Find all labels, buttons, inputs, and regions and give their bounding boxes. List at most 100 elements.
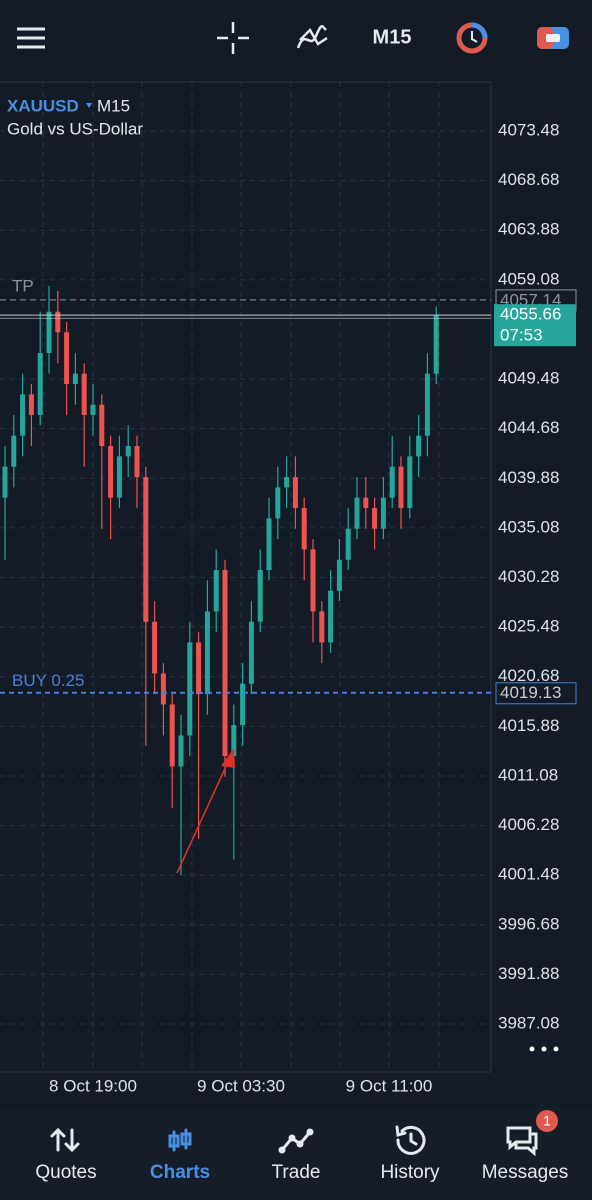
candle-body [231,725,237,757]
tab-label: Trade [272,1162,321,1183]
badge [536,1110,558,1132]
symbol-description: Gold vs US-Dollar [7,119,143,138]
candle-body [2,466,8,498]
tab-icon [280,1130,312,1152]
candle-body [336,559,342,591]
candle-body [37,353,43,416]
candle-body [345,528,351,560]
y-tick-label: 4044.68 [498,418,559,437]
tab-icon [168,1128,192,1152]
candle-body [275,487,281,519]
candle-body [72,373,78,385]
tab-icon [395,1125,426,1155]
y-tick-label: 4006.28 [498,815,559,834]
candle-body [11,435,17,467]
x-tick-label: 8 Oct 19:00 [49,1076,137,1095]
tab[interactable]: Trade [272,1128,321,1184]
y-tick-label: 4039.88 [498,468,559,487]
crosshair-button[interactable] [217,22,249,54]
candle-body [240,683,246,726]
tab-label: History [380,1162,440,1183]
candle-body [248,621,254,684]
y-tick-label: 3991.88 [498,964,559,983]
candle-body [354,497,360,529]
tab-icon [50,1127,80,1153]
y-tick-label: 4015.88 [498,716,559,735]
tab-label: Messages [482,1162,569,1183]
tab-icon-dot [288,1134,296,1142]
top-bar: M15 [17,22,569,54]
candle-body [319,611,325,643]
candle-body [424,373,430,436]
buy-label[interactable]: BUY 0.25 [12,671,84,690]
more-button[interactable] [529,1046,559,1052]
buy-price: 4019.13 [500,683,561,702]
candle-body [301,508,307,550]
tab-icon [506,1126,538,1157]
x-tick-label: 9 Oct 11:00 [346,1076,433,1095]
y-tick-label: 3996.68 [498,914,559,933]
buy-price-box [495,682,577,705]
candle-body [310,549,316,612]
tab[interactable]: Charts [150,1128,210,1183]
candle-body [204,611,210,695]
tab[interactable]: Quotes [35,1127,97,1183]
candle-body [213,570,219,612]
y-tick-label: 4020.68 [498,666,559,685]
candle-body [222,570,228,757]
candle-body [328,590,334,643]
candle-body [292,477,298,509]
candle-body [407,456,413,509]
candle-body [433,315,439,374]
bottom-nav [0,1108,592,1200]
y-tick-label: 4030.28 [498,567,559,586]
y-tick-label: 4063.88 [498,220,559,239]
candle-body [55,311,61,333]
candle-body [152,621,158,674]
symbol-dropdown[interactable] [86,103,92,108]
candle-body [363,497,369,509]
tab[interactable]: History [380,1125,440,1183]
candle-body [125,446,131,457]
candle-body [90,404,96,416]
price-box [494,304,576,347]
vertical-grid [42,82,440,1072]
current-price: 4055.66 [500,305,561,324]
candle-body [143,477,149,622]
candle-body [116,456,122,498]
indicators-button[interactable] [296,25,328,49]
x-tick-label: 9 Oct 03:30 [197,1076,285,1095]
tab-label: Quotes [35,1162,96,1183]
y-tick-label: 4049.48 [498,369,559,388]
candle-body [169,704,175,767]
bar-timer: 07:53 [500,326,543,345]
y-tick-label: 4001.48 [498,865,559,884]
candle-body [380,497,386,529]
y-tick-label: 4035.08 [498,517,559,536]
tab-label: Charts [150,1162,210,1183]
tp-label: TP [12,276,34,295]
candle-body [64,332,70,385]
tab-bar: Quotes Charts Trade History Messages 1 [35,1110,568,1183]
trade-toggle-button[interactable] [537,27,569,49]
y-tick-label: 3987.08 [498,1014,559,1033]
candle-body [99,404,105,447]
candle-body [187,642,193,736]
candle-body [81,373,87,416]
candle-body [108,446,114,498]
candle-body [28,394,34,416]
candle-body [160,673,166,705]
arrow-annotation [176,748,235,874]
tab[interactable]: Messages 1 [482,1110,569,1183]
candle-body [196,642,202,695]
tab-icon-dot [306,1128,314,1136]
symbol[interactable]: XAUUSD [7,96,79,115]
one-click-button[interactable] [456,22,488,54]
y-tick-label: 4025.48 [498,617,559,636]
timeframe-button[interactable]: M15 [373,26,412,48]
y-tick-label: 4011.08 [498,765,558,784]
menu-button[interactable] [17,27,45,49]
candle-body [266,518,272,571]
